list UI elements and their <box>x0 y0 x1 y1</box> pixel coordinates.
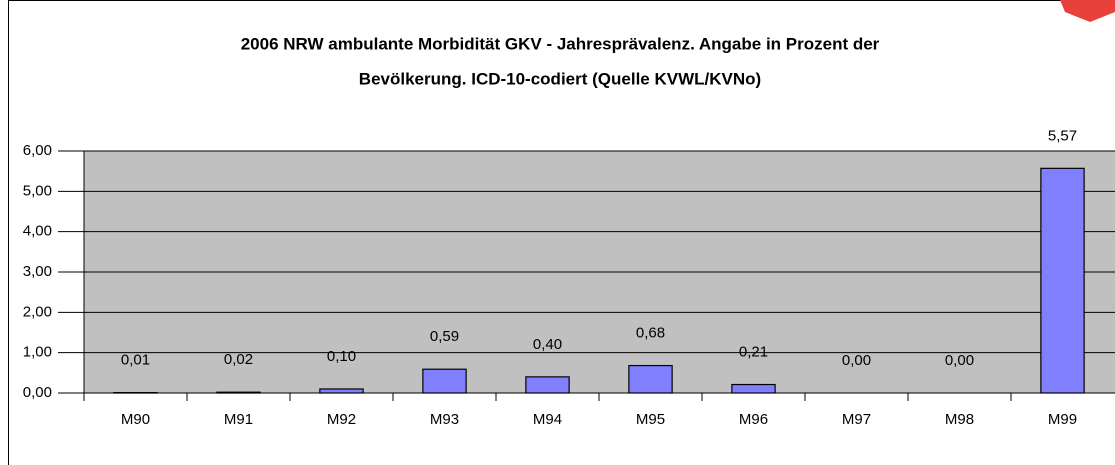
data-label: 0,21 <box>739 343 768 360</box>
y-tick-label: 1,00 <box>23 344 52 361</box>
x-tick-label: M93 <box>430 411 459 428</box>
x-tick-label: M97 <box>842 411 871 428</box>
x-tick-label: M90 <box>121 411 150 428</box>
data-label: 0,00 <box>842 352 871 369</box>
corner-shape <box>1060 0 1115 22</box>
data-label: 5,57 <box>1048 127 1077 144</box>
data-label: 0,68 <box>636 325 665 342</box>
data-label: 0,40 <box>533 336 562 353</box>
x-tick-label: M95 <box>636 411 665 428</box>
y-tick-label: 5,00 <box>23 182 52 199</box>
y-tick-label: 6,00 <box>23 142 52 159</box>
data-label: 0,02 <box>224 351 253 368</box>
y-tick-label: 3,00 <box>23 263 52 280</box>
x-tick-label: M91 <box>224 411 253 428</box>
y-tick-label: 4,00 <box>23 223 52 240</box>
data-label: 0,59 <box>430 328 459 345</box>
y-tick-label: 2,00 <box>23 303 52 320</box>
x-tick-label: M94 <box>533 411 562 428</box>
bar <box>628 364 673 394</box>
y-tick-label: 0,00 <box>23 384 52 401</box>
bar <box>731 383 776 394</box>
bar <box>1040 167 1085 394</box>
data-label: 0,00 <box>945 352 974 369</box>
chart-subtitle: Bevölkerung. ICD-10-codiert (Quelle KVWL… <box>359 69 761 88</box>
data-label: 0,01 <box>121 352 150 369</box>
bar <box>525 376 570 394</box>
x-tick-label: M96 <box>739 411 768 428</box>
x-tick-label: M98 <box>945 411 974 428</box>
x-tick-label: M99 <box>1048 411 1077 428</box>
chart-title: 2006 NRW ambulante Morbidität GKV - Jahr… <box>241 34 880 53</box>
x-tick-label: M92 <box>327 411 356 428</box>
data-label: 0,10 <box>327 348 356 365</box>
bar <box>319 388 364 394</box>
bar <box>422 368 467 394</box>
